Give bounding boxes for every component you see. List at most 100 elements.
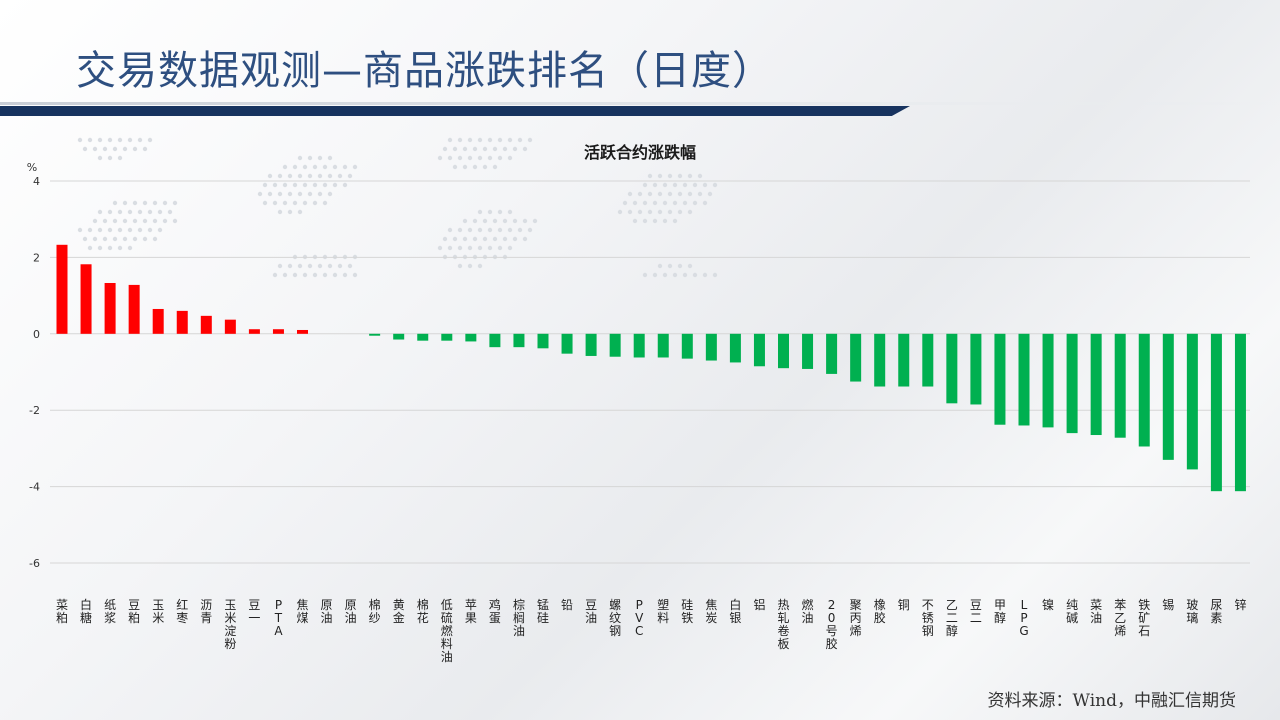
map-dot <box>97 209 103 215</box>
map-dot <box>467 245 473 251</box>
bar-chart: 活跃合约涨跌幅 % -6 -4 -2 0 2 4 菜粕白糖纸浆豆粕玉米红枣沥青玉米淀粉豆一… <box>27 137 1250 664</box>
y-tick-label: 4 <box>33 175 40 188</box>
bar <box>585 333 597 356</box>
map-dot <box>527 227 533 233</box>
map-dot <box>312 182 318 188</box>
x-tick-label: 苯乙烯 <box>1114 598 1126 638</box>
bar <box>248 329 260 334</box>
map-dot <box>267 173 273 179</box>
map-dot <box>517 137 523 143</box>
map-dot <box>292 164 298 170</box>
map-dot <box>102 146 108 152</box>
x-tick-label: 锌 <box>1234 598 1246 612</box>
map-dot <box>277 263 283 269</box>
map-dot <box>167 209 173 215</box>
map-dot <box>277 191 283 197</box>
map-dot <box>662 200 668 206</box>
map-dot <box>132 200 138 206</box>
map-dot <box>687 173 693 179</box>
map-dot <box>317 263 323 269</box>
map-dot <box>122 200 128 206</box>
map-dot <box>502 146 508 152</box>
background-world-map <box>77 137 718 278</box>
map-dot <box>652 200 658 206</box>
x-tick-label: 焦煤 <box>296 598 308 625</box>
map-dot <box>287 173 293 179</box>
map-dot <box>82 146 88 152</box>
x-tick-label: 甲醇 <box>994 598 1006 625</box>
map-dot <box>502 236 508 242</box>
map-dot <box>642 272 648 278</box>
map-dot <box>487 155 493 161</box>
map-dot <box>667 209 673 215</box>
map-dot <box>482 164 488 170</box>
map-dot <box>692 200 698 206</box>
x-tick-label: 橡胶 <box>874 598 886 625</box>
source-note: 资料来源：Wind，中融汇信期货 <box>987 691 1236 711</box>
map-dot <box>662 182 668 188</box>
slide-header: 交易数据观测—商品涨跌排名（日度） <box>0 0 1280 120</box>
bar <box>802 333 814 369</box>
map-dot <box>447 137 453 143</box>
map-dot <box>332 164 338 170</box>
title-underline <box>0 106 910 116</box>
map-dot <box>682 200 688 206</box>
map-dot <box>467 137 473 143</box>
y-tick-label: -4 <box>29 481 40 494</box>
map-dot <box>487 137 493 143</box>
map-dot <box>472 164 478 170</box>
map-dot <box>287 191 293 197</box>
map-dot <box>152 200 158 206</box>
map-dot <box>112 200 118 206</box>
bar <box>826 333 838 374</box>
map-dot <box>662 272 668 278</box>
map-dot <box>492 146 498 152</box>
map-dot <box>702 200 708 206</box>
map-dot <box>692 182 698 188</box>
map-dot <box>127 245 133 251</box>
map-dot <box>132 236 138 242</box>
bar <box>1186 333 1198 470</box>
map-dot <box>447 245 453 251</box>
chart-title: 活跃合约涨跌幅 <box>584 143 696 162</box>
map-dot <box>467 227 473 233</box>
bar <box>778 333 789 369</box>
map-dot <box>627 209 633 215</box>
map-dot <box>327 191 333 197</box>
map-dot <box>332 182 338 188</box>
map-dot <box>652 218 658 224</box>
map-dot <box>87 227 93 233</box>
bar <box>513 333 525 348</box>
bar <box>1066 333 1078 434</box>
map-dot <box>522 146 528 152</box>
x-tick-label: 白糖 <box>80 597 92 625</box>
map-dot <box>307 191 313 197</box>
bar <box>898 333 910 387</box>
x-tick-label: 镍 <box>1042 598 1054 612</box>
y-axis: -6 -4 -2 0 2 4 <box>29 175 40 570</box>
map-dot <box>77 227 83 233</box>
map-dot <box>677 191 683 197</box>
map-dot <box>702 182 708 188</box>
x-tick-label: 铅 <box>561 598 573 612</box>
map-dot <box>497 209 503 215</box>
map-dot <box>452 236 458 242</box>
bar <box>272 329 284 334</box>
x-tick-label: 豆粕 <box>128 598 140 625</box>
map-dot <box>172 218 178 224</box>
map-dot <box>462 146 468 152</box>
x-tick-label: 玻璃 <box>1186 598 1198 625</box>
bar <box>874 333 886 387</box>
map-dot <box>152 218 158 224</box>
map-dot <box>462 164 468 170</box>
bar <box>56 244 68 334</box>
map-dot <box>477 137 483 143</box>
map-dot <box>672 272 678 278</box>
y-tick-label: 0 <box>33 328 40 341</box>
map-dot <box>292 200 298 206</box>
map-dot <box>522 236 528 242</box>
map-dot <box>477 209 483 215</box>
map-dot <box>352 164 358 170</box>
